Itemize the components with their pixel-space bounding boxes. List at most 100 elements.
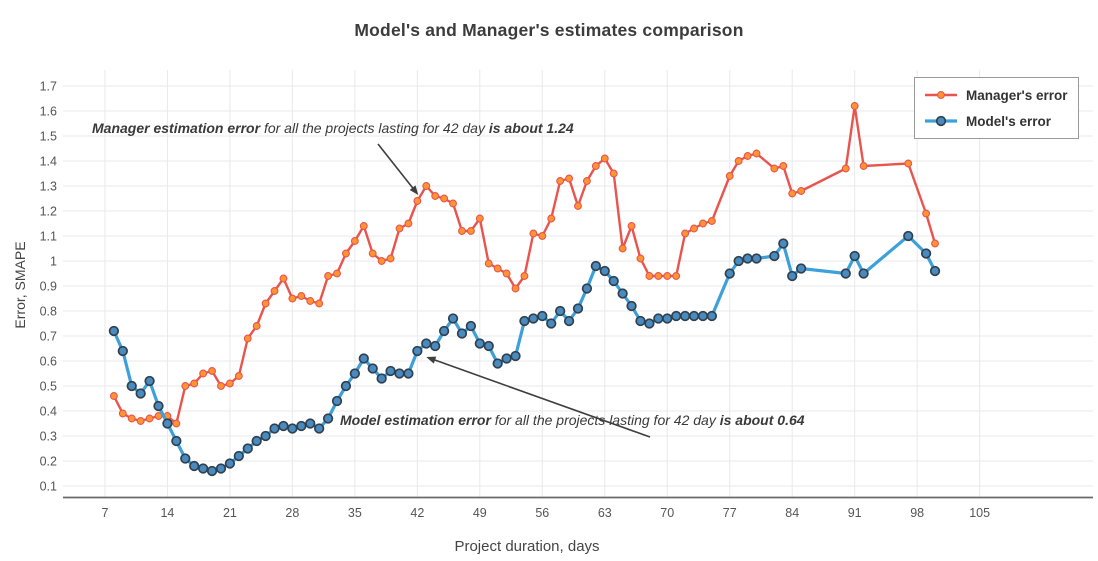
manager-error-point: [440, 194, 449, 203]
model-error-point: [617, 288, 628, 299]
manager-error-point: [850, 102, 859, 110]
model-error-point: [108, 325, 120, 337]
manager-error-point: [422, 182, 431, 190]
model-error-point: [903, 230, 914, 242]
manager-error-line: [112, 104, 937, 425]
chart-title: Model's and Manager's estimates comparis…: [354, 20, 744, 40]
model-error-point: [599, 265, 610, 277]
model-error-point: [430, 340, 441, 352]
manager-error-point: [663, 272, 672, 280]
legend-item-model[interactable]: Model's error: [923, 108, 1068, 134]
annotation-text-part: Model estimation error: [340, 412, 491, 428]
model-error-point: [340, 380, 352, 392]
manager-error-point: [377, 257, 386, 265]
annotation-text-part: for all the projects lasting for 42 day: [260, 120, 489, 136]
model-error-point: [581, 283, 593, 294]
manager-error-point: [707, 217, 716, 225]
manager-error-point: [297, 292, 306, 300]
model-error-point: [162, 418, 173, 429]
manager-error-point: [788, 189, 797, 198]
manager-error-point: [449, 199, 457, 208]
model-error-point: [171, 435, 182, 447]
annotation-text-part: is about 0.64: [719, 412, 805, 428]
model-error-point: [733, 255, 744, 267]
manager-error-point: [324, 272, 333, 280]
y-tick-label: 0.7: [40, 330, 57, 344]
manager-error-point: [172, 419, 181, 428]
manager-error-point: [591, 162, 600, 170]
model-error-point: [608, 275, 619, 287]
model-error-point: [278, 420, 289, 432]
model-error-point: [671, 310, 682, 322]
model-error-point: [180, 453, 191, 464]
legend-item-manager[interactable]: Manager's error: [923, 82, 1068, 108]
manager-error-point: [922, 209, 931, 218]
manager-error-point: [779, 162, 788, 170]
model-error-point: [403, 368, 414, 379]
annotation-arrow-line: [430, 357, 651, 438]
manager-error-point: [413, 197, 422, 205]
manager-error-point: [234, 372, 243, 380]
manager-error-point: [841, 164, 850, 173]
model-error-point: [510, 350, 521, 362]
y-tick-label: 0.3: [40, 430, 57, 444]
manager-error-point: [466, 227, 475, 235]
manager-error-point: [217, 382, 225, 390]
manager-error-point: [190, 379, 199, 388]
model-error-point: [153, 400, 164, 412]
manager-error-point: [127, 414, 136, 423]
model-error-point: [126, 380, 137, 392]
legend-manager-glyph: [925, 91, 957, 99]
manager-error-point: [181, 382, 190, 390]
model-error-point: [697, 310, 709, 322]
y-tick-label: 0.6: [40, 355, 57, 369]
y-tick-label: 0.8: [40, 305, 57, 319]
model-error-point: [465, 320, 477, 332]
model-error-point: [197, 463, 209, 474]
model-error-point: [528, 313, 539, 324]
manager-error-point: [859, 162, 868, 170]
model-error-point: [189, 460, 200, 472]
annotation-text-part: Manager estimation error: [92, 120, 261, 136]
x-tick-label: 63: [598, 506, 612, 520]
manager-error-point: [904, 159, 913, 168]
model-error-point: [287, 423, 298, 434]
model-error-point: [492, 358, 503, 369]
model-error-point: [795, 263, 807, 274]
model-error-point: [563, 315, 575, 327]
model-error-point: [438, 325, 450, 337]
manager-error-point: [484, 259, 493, 268]
manager-error-point: [752, 149, 761, 158]
model-error-point: [206, 465, 218, 477]
model-error-point: [412, 345, 423, 357]
model-error-point: [662, 313, 673, 324]
model-error-point: [376, 373, 387, 384]
x-tick-label: 49: [473, 506, 487, 520]
model-error-point: [233, 450, 244, 462]
legend-item-label: Model's error: [966, 113, 1051, 129]
model-error-point: [653, 313, 664, 324]
manager-error-point: [350, 237, 359, 245]
model-error-point: [858, 268, 869, 279]
x-tick-label: 28: [285, 506, 299, 520]
model-error-point: [644, 318, 655, 329]
model-error-point: [135, 388, 146, 399]
manager-error-point: [475, 214, 484, 223]
manager-error-point: [118, 409, 127, 418]
x-tick-label: 14: [160, 506, 174, 520]
model-error-point: [358, 353, 369, 364]
model-error-point: [144, 375, 155, 387]
manager-error-point: [520, 272, 529, 280]
y-tick-label: 1.4: [40, 155, 57, 169]
x-tick-label: 56: [535, 506, 549, 520]
y-tick-label: 1.2: [40, 205, 57, 219]
manager-error-point: [145, 414, 154, 423]
y-tick-label: 1.6: [40, 105, 57, 119]
model-error-line: [112, 234, 937, 473]
manager-error-point: [431, 192, 440, 200]
model-error-point: [269, 423, 280, 434]
annotation-arrow-line: [377, 143, 416, 192]
y-tick-label: 0.4: [40, 405, 57, 419]
legend-model-glyph: [925, 115, 957, 127]
